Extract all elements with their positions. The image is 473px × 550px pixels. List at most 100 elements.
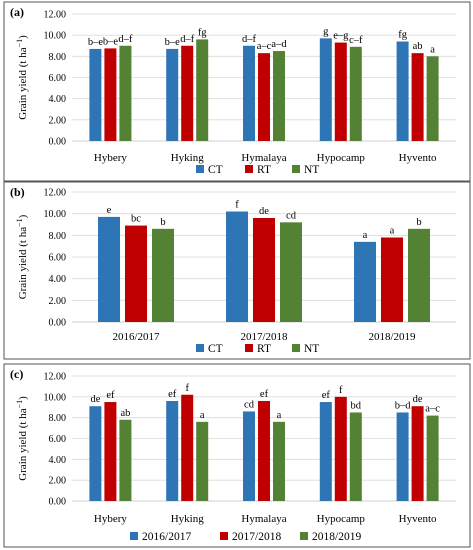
bar-rt bbox=[334, 42, 347, 142]
category-label: 2018/2019 bbox=[368, 331, 416, 343]
y-tick-label: 10.00 bbox=[44, 392, 67, 403]
category-label: Hyvento bbox=[399, 513, 437, 525]
data-label: a–c bbox=[257, 41, 272, 52]
y-tick-label: 2.00 bbox=[49, 115, 67, 126]
data-label: ef bbox=[106, 390, 115, 401]
bar-2017-2018 bbox=[258, 401, 270, 501]
y-tick-label: 8.00 bbox=[49, 231, 67, 242]
data-label: ef bbox=[260, 389, 269, 400]
bar-rt bbox=[125, 225, 147, 322]
bar-2017-2018 bbox=[411, 406, 424, 501]
legend-label: 2018/2019 bbox=[312, 531, 361, 543]
bar-2017-2018 bbox=[181, 394, 194, 501]
y-tick-label: 6.00 bbox=[49, 434, 67, 445]
bar-nt bbox=[349, 46, 362, 141]
bar-2018-2019 bbox=[273, 421, 285, 501]
bar-2017-2018 bbox=[334, 396, 347, 501]
legend-swatch bbox=[130, 532, 138, 540]
bar-rt bbox=[258, 53, 270, 141]
data-label: ab bbox=[413, 41, 423, 52]
bar-2017-2018 bbox=[104, 402, 117, 501]
legend-label: 2017/2018 bbox=[232, 531, 281, 543]
bar-2018-2019 bbox=[349, 412, 362, 501]
data-label: a bbox=[390, 226, 395, 237]
data-label: b bbox=[160, 217, 165, 228]
bar-nt bbox=[408, 228, 430, 322]
legend-label: CT bbox=[208, 343, 223, 355]
legend-swatch bbox=[245, 165, 253, 173]
data-label: ef bbox=[322, 390, 331, 401]
bar-rt bbox=[104, 48, 117, 142]
data-label: b–e bbox=[165, 37, 181, 48]
y-tick-label: 10.00 bbox=[44, 31, 67, 42]
bar-nt bbox=[119, 45, 132, 141]
data-label: de bbox=[259, 206, 269, 217]
y-tick-label: 4.00 bbox=[49, 94, 67, 105]
bar-rt bbox=[381, 237, 403, 322]
data-label: b–e bbox=[103, 36, 119, 47]
y-tick-label: 8.00 bbox=[49, 52, 67, 63]
y-tick-label: 10.00 bbox=[44, 209, 67, 220]
y-axis-label: Grain yield (t ha−1) bbox=[15, 396, 29, 481]
bar-ct bbox=[319, 38, 332, 141]
bar-nt bbox=[152, 228, 174, 322]
panel-label: (a) bbox=[10, 5, 24, 19]
bar-ct bbox=[354, 241, 376, 322]
legend-swatch bbox=[300, 532, 308, 540]
y-tick-label: 12.00 bbox=[44, 10, 67, 21]
category-label: Hymalaya bbox=[241, 513, 286, 525]
legend-swatch bbox=[196, 165, 204, 173]
category-label: Hyking bbox=[171, 152, 205, 164]
bar-ct bbox=[226, 211, 248, 322]
y-tick-label: 12.00 bbox=[44, 188, 67, 199]
bar-2016-2017 bbox=[396, 412, 409, 501]
data-label: g bbox=[323, 26, 329, 37]
category-label: Hyvento bbox=[399, 152, 437, 164]
y-tick-label: 2.00 bbox=[49, 476, 67, 487]
bar-nt bbox=[196, 39, 209, 141]
data-label: a–c bbox=[425, 404, 440, 415]
y-tick-label: 4.00 bbox=[49, 274, 67, 285]
bar-rt bbox=[411, 53, 424, 141]
y-tick-label: 0.00 bbox=[49, 318, 67, 329]
data-label: fg bbox=[398, 30, 407, 41]
data-label: bd bbox=[351, 400, 362, 411]
category-label: Hybery bbox=[94, 513, 127, 525]
data-label: cd bbox=[286, 210, 297, 221]
data-label: f bbox=[185, 383, 189, 394]
category-label: Hypocamp bbox=[317, 152, 366, 164]
bar-2018-2019 bbox=[426, 415, 439, 501]
bar-rt bbox=[181, 45, 194, 141]
data-label: a bbox=[430, 44, 435, 55]
legend-swatch bbox=[220, 532, 228, 540]
chart-panel-a: 0.00 2.00 4.00 6.00 8.00 10.00 12.00 Grain yiel… bbox=[3, 1, 471, 182]
y-tick-label: 6.00 bbox=[49, 73, 67, 84]
y-tick-label: 0.00 bbox=[49, 497, 67, 508]
data-label: b bbox=[416, 217, 421, 228]
legend-label: 2016/2017 bbox=[142, 531, 191, 543]
data-label: d–f bbox=[242, 34, 257, 45]
data-label: fg bbox=[198, 27, 207, 38]
bar-2018-2019 bbox=[196, 421, 209, 501]
data-label: a–d bbox=[271, 39, 287, 50]
bar-ct bbox=[89, 48, 102, 141]
data-label: c–f bbox=[349, 35, 363, 46]
data-label: f bbox=[235, 200, 239, 211]
panel-frame bbox=[3, 363, 471, 548]
bar-2018-2019 bbox=[119, 419, 132, 501]
data-label: e bbox=[107, 205, 112, 216]
chart-panel-b: 0.00 2.00 4.00 6.00 8.00 10.00 12.00 Grain yiel… bbox=[3, 181, 471, 360]
data-label: bc bbox=[131, 214, 141, 225]
bar-nt bbox=[273, 51, 285, 141]
bar-rt bbox=[253, 218, 275, 322]
y-axis-label: Grain yield (t ha−1) bbox=[15, 214, 29, 299]
category-label: Hypocamp bbox=[317, 513, 366, 525]
bar-ct bbox=[396, 41, 409, 142]
panel-label: (b) bbox=[10, 185, 25, 199]
bar-2016-2017 bbox=[319, 402, 332, 501]
bar-2016-2017 bbox=[243, 411, 255, 501]
legend-swatch bbox=[245, 344, 253, 352]
panel-label: (c) bbox=[10, 367, 23, 381]
y-axis-label: Grain yield (t ha−1) bbox=[15, 35, 29, 120]
